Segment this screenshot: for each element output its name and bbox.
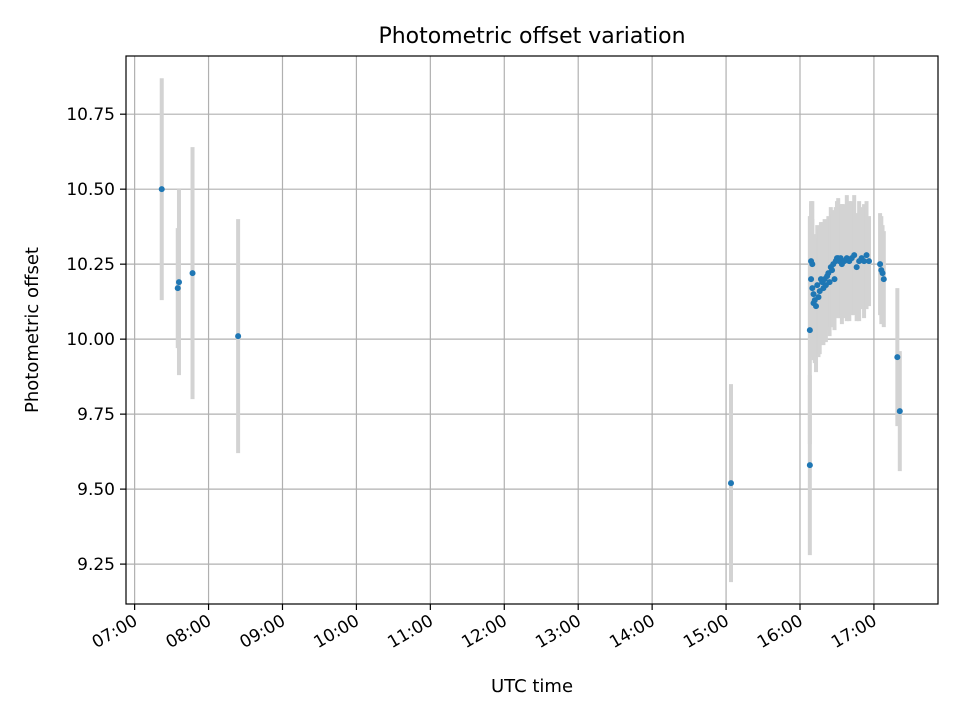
- data-point: [861, 258, 868, 265]
- data-point: [158, 186, 165, 193]
- data-point: [877, 261, 884, 268]
- data-point: [813, 303, 820, 310]
- y-tick-label: 9.75: [77, 405, 115, 425]
- data-point: [806, 462, 813, 469]
- data-point: [814, 282, 821, 289]
- data-point: [863, 252, 870, 259]
- data-point: [831, 276, 838, 283]
- data-point: [189, 270, 196, 277]
- chart-title: Photometric offset variation: [378, 24, 685, 49]
- y-tick-label: 10.75: [66, 105, 115, 125]
- data-point: [806, 327, 813, 334]
- data-point: [808, 276, 815, 283]
- data-point: [826, 279, 833, 286]
- data-point: [865, 258, 872, 265]
- grid-lines: [126, 56, 938, 604]
- y-tick-label: 10.50: [66, 180, 115, 200]
- data-point: [851, 252, 858, 259]
- y-axis-label: Photometric offset: [22, 247, 43, 413]
- data-point: [727, 480, 734, 487]
- y-axis-ticks: 9.25 9.50 9.75 10.00 10.25 10.50 10.75: [66, 105, 126, 575]
- data-point: [809, 261, 816, 268]
- data-point: [829, 267, 836, 274]
- plot-frame: [125, 55, 939, 605]
- data-point: [879, 270, 886, 277]
- x-axis-label: UTC time: [491, 676, 573, 697]
- y-tick-label: 10.00: [66, 330, 115, 350]
- data-point: [810, 291, 817, 298]
- data-point: [809, 285, 816, 292]
- data-point: [235, 333, 242, 340]
- y-tick-label: 9.50: [77, 480, 115, 500]
- y-tick-label: 9.25: [77, 555, 115, 575]
- data-point: [853, 264, 860, 271]
- data-markers: [158, 186, 903, 487]
- data-point: [815, 294, 822, 301]
- data-point: [894, 354, 901, 361]
- y-tick-label: 10.25: [66, 255, 115, 275]
- data-point: [175, 279, 182, 286]
- data-point: [174, 285, 181, 292]
- data-point: [880, 276, 887, 283]
- data-point: [896, 408, 903, 415]
